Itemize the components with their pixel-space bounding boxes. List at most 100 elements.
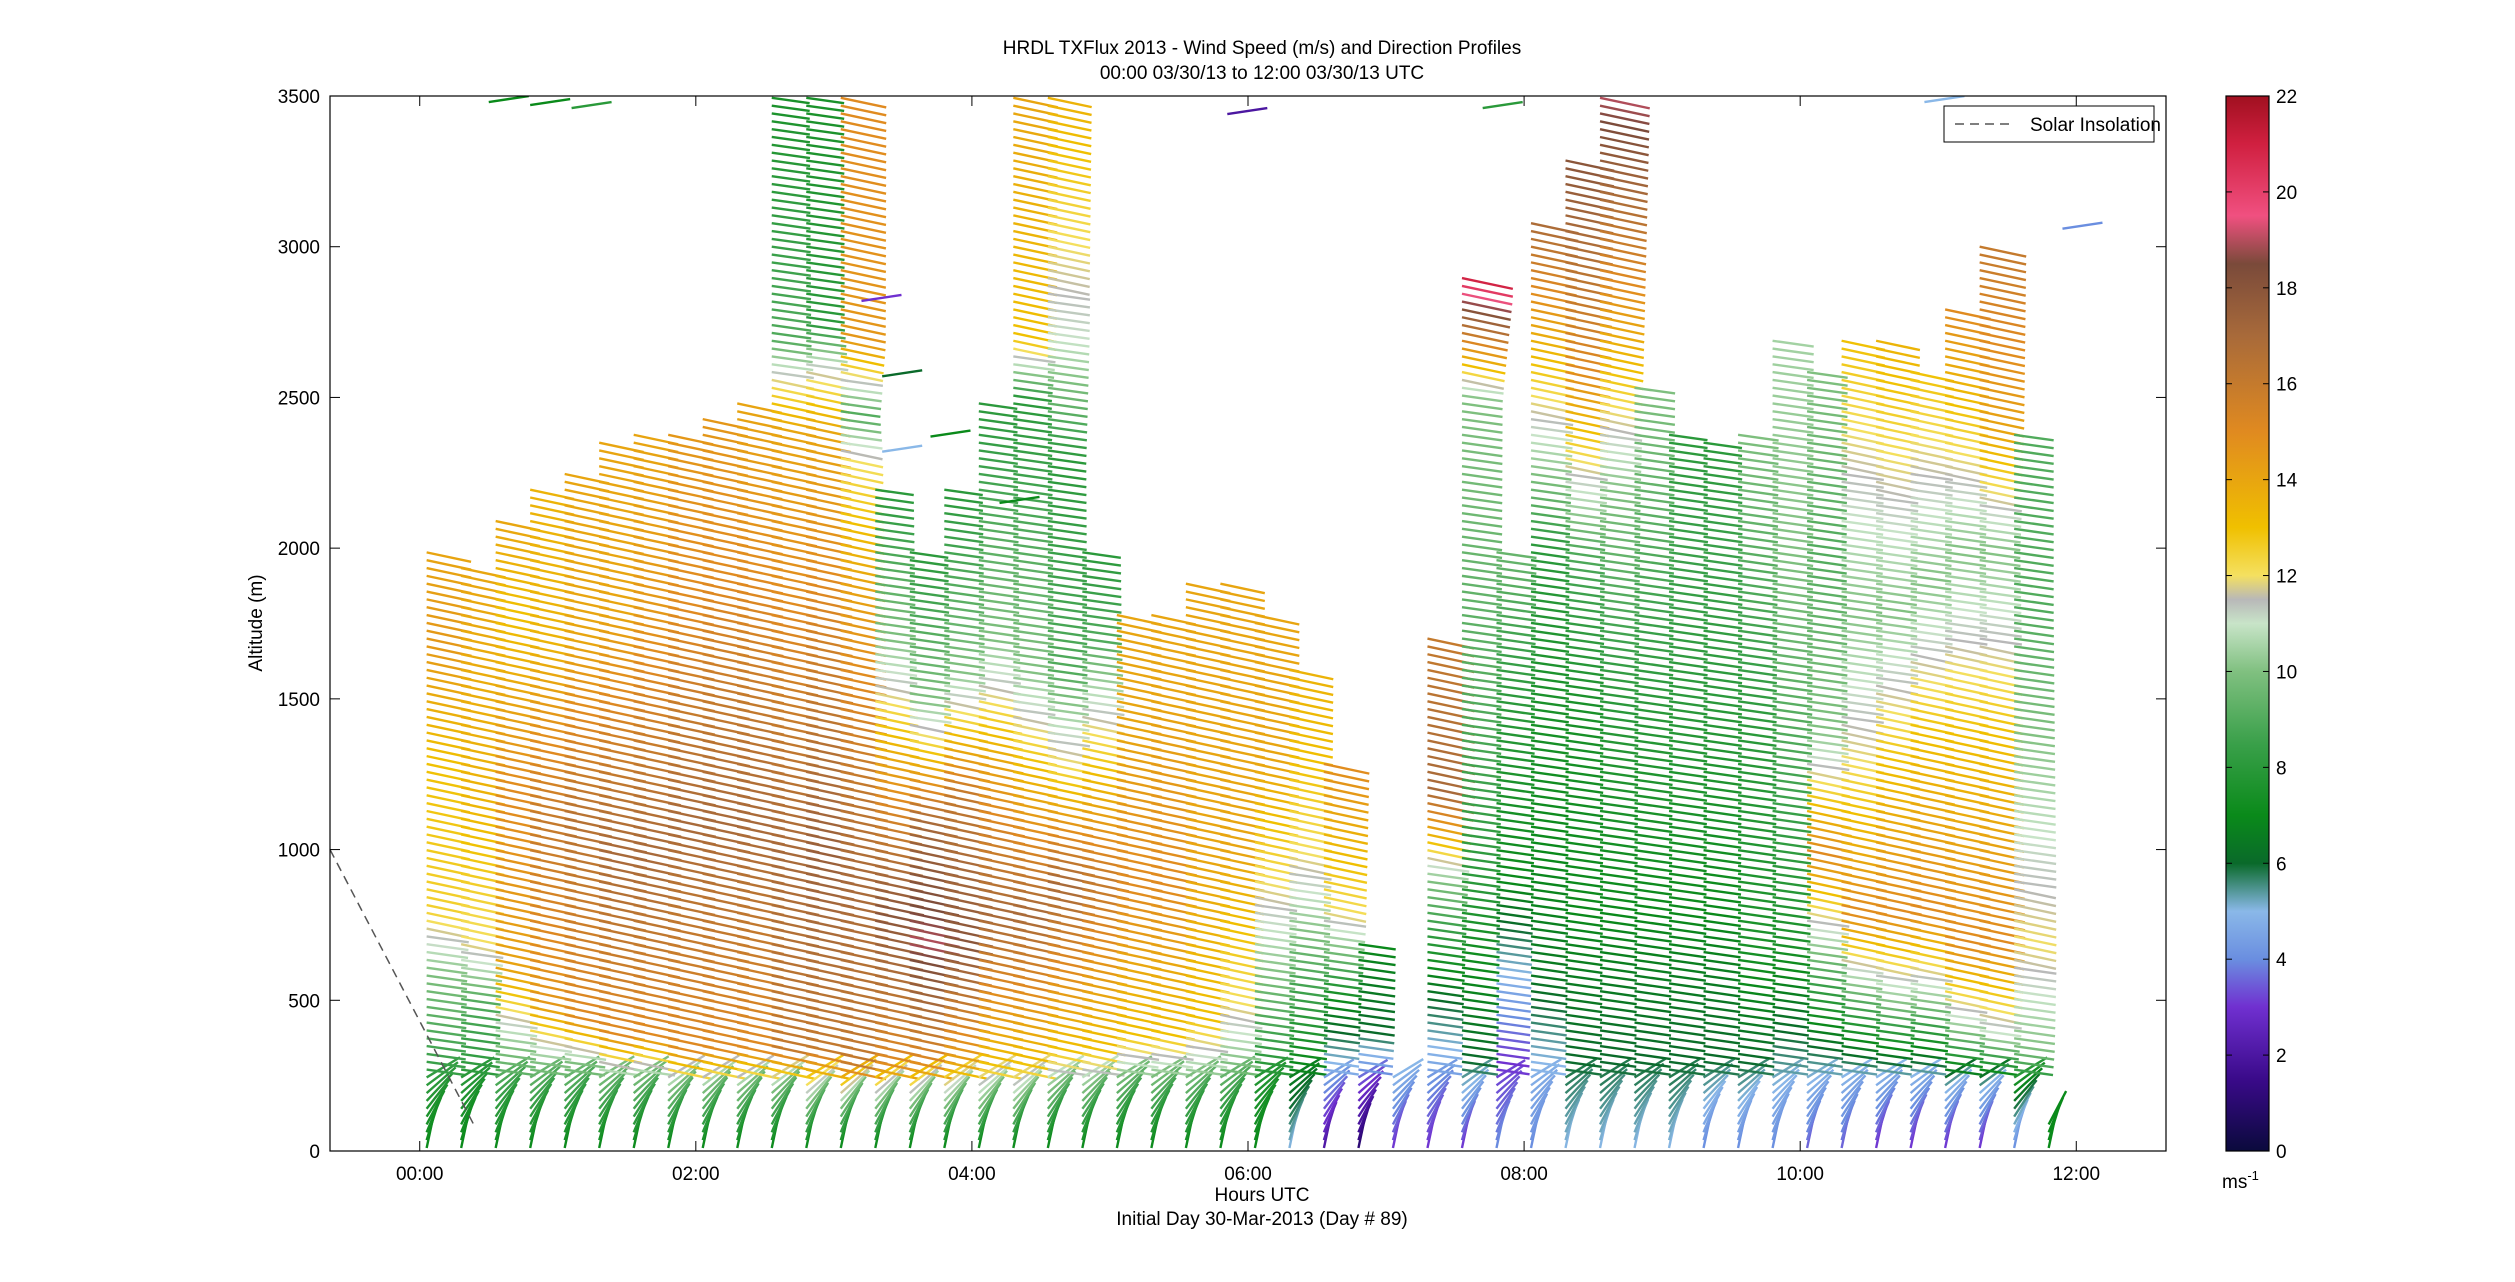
wind-barb	[1323, 903, 1367, 916]
wind-barb	[1599, 825, 1638, 834]
wind-barb	[1875, 621, 1918, 630]
wind-barb	[1565, 919, 1603, 928]
wind-barb	[1288, 1062, 1320, 1087]
wind-barb	[1668, 660, 1708, 669]
wind-barb	[667, 1089, 688, 1126]
wind-barb	[1461, 504, 1503, 513]
wind-barb	[1668, 653, 1708, 661]
wind-barb	[1703, 1044, 1741, 1053]
wind-barb	[1427, 1060, 1463, 1068]
wind-barb	[1496, 739, 1535, 748]
wind-barb	[1599, 582, 1640, 591]
wind-barb	[1323, 1052, 1360, 1061]
wind-barb	[1875, 1037, 1915, 1045]
wind-barb	[1426, 1087, 1447, 1118]
wind-barb	[1565, 598, 1605, 607]
wind-barb	[1875, 598, 1918, 607]
wind-barb	[1047, 449, 1087, 458]
wind-profile	[1357, 943, 1396, 1149]
wind-barb	[1565, 668, 1604, 677]
wind-barb	[1530, 613, 1570, 622]
wind-barb	[1565, 488, 1608, 497]
wind-barb	[1461, 943, 1500, 951]
wind-barb	[771, 151, 811, 160]
wind-barb	[1736, 1092, 1756, 1126]
wind-barb	[1875, 660, 1919, 670]
wind-profile	[1391, 1058, 1424, 1149]
wind-barb	[1323, 849, 1368, 861]
wind-barb	[1772, 762, 1812, 771]
wind-barb	[2013, 809, 2056, 819]
wind-barb	[1289, 684, 1334, 697]
wind-barb	[1910, 472, 1953, 482]
wind-barb	[1495, 1064, 1525, 1087]
wind-barb	[1703, 488, 1743, 497]
wind-barb	[1668, 488, 1708, 497]
wind-barb	[1599, 801, 1639, 810]
wind-barb	[1323, 856, 1368, 869]
wind-barb	[840, 394, 882, 403]
wind-barb	[1461, 308, 1511, 321]
wind-barb	[1979, 519, 2022, 529]
x-tick-label: 12:00	[2052, 1164, 2100, 1185]
wind-barb	[1599, 543, 1641, 552]
wind-barb	[1565, 778, 1604, 787]
wind-barb	[1289, 919, 1331, 928]
wind-barb	[1599, 794, 1639, 802]
wind-barb	[1634, 794, 1673, 802]
wind-barb	[1288, 1073, 1316, 1102]
wind-barb	[1910, 621, 1953, 630]
wind-barb	[1979, 331, 2026, 344]
wind-barb	[1461, 1057, 1494, 1079]
wind-barb	[1806, 700, 1848, 709]
wind-barb	[1289, 974, 1329, 983]
wind-profile	[1529, 222, 1579, 1149]
wind-barb	[771, 363, 814, 372]
wind-barb	[771, 104, 810, 113]
wind-barb	[908, 1088, 930, 1126]
wind-barb	[736, 1076, 763, 1110]
wind-barb	[875, 488, 914, 497]
wind-barb	[840, 300, 887, 313]
wind-barb	[840, 417, 881, 426]
wind-barb	[1806, 511, 1847, 520]
wind-barb	[1254, 974, 1296, 983]
wind-barb	[1289, 1005, 1329, 1014]
wind-barb	[1599, 1060, 1637, 1069]
wind-barb	[1565, 731, 1604, 740]
wind-barb	[1426, 1069, 1454, 1095]
wind-barb	[1461, 551, 1503, 560]
wind-barb	[806, 284, 845, 293]
wind-barb	[1047, 198, 1091, 210]
wind-barb	[1426, 1075, 1452, 1102]
wind-barb	[909, 621, 950, 630]
wind-barb	[1772, 982, 1810, 990]
wind-barb	[1806, 1057, 1839, 1079]
wind-barb	[1322, 1094, 1341, 1126]
wind-barb	[1944, 1005, 1988, 1015]
wind-barb	[1461, 363, 1506, 375]
wind-barb	[1047, 292, 1091, 301]
wind-barb	[1772, 551, 1814, 560]
wind-barb	[1910, 613, 1953, 623]
wind-barb	[1461, 331, 1509, 344]
wind-barb	[1254, 629, 1300, 642]
wind-barb	[1599, 629, 1640, 638]
wind-barb	[1530, 668, 1570, 677]
wind-barb	[1668, 574, 1709, 583]
wind-barb	[2013, 582, 2054, 591]
wind-barb	[2013, 974, 2057, 983]
wind-barb	[1979, 355, 2026, 368]
wind-barb	[1289, 927, 1331, 936]
wind-barb	[460, 1056, 495, 1079]
wind-barb	[806, 127, 845, 136]
wind-barb	[1496, 692, 1536, 701]
wind-barb	[1358, 958, 1396, 967]
wind-barb	[944, 621, 985, 630]
wind-barb	[1599, 958, 1638, 967]
wind-barb	[1841, 645, 1883, 654]
wind-barb	[1668, 606, 1708, 614]
wind-barb	[632, 1083, 656, 1118]
wind-barb	[1461, 848, 1501, 857]
wind-barb	[1185, 1055, 1222, 1079]
